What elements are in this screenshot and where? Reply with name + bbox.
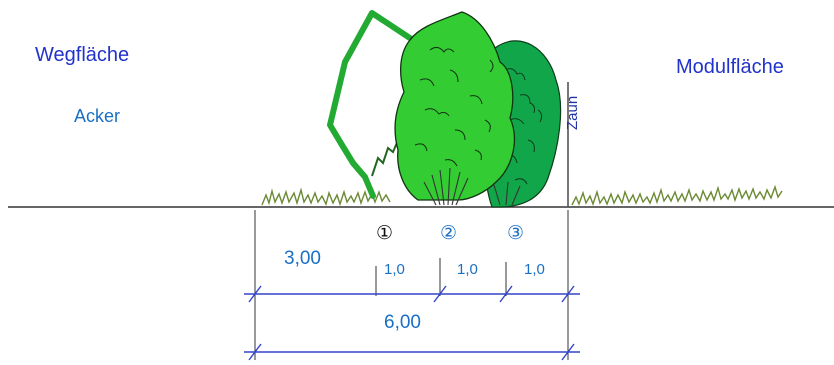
label-field: Acker	[74, 106, 121, 126]
climber-plant	[327, 10, 428, 199]
dimension-line-upper	[244, 285, 580, 303]
label-module-area: Modulfläche	[676, 56, 784, 78]
dimension-total: 6,00	[384, 312, 421, 333]
dimension-row1-width: 1,0	[384, 261, 405, 278]
grass-left	[261, 187, 391, 207]
shrub-light	[394, 11, 516, 201]
label-fence: Zaun	[564, 95, 581, 130]
row-number-3: ③	[507, 223, 525, 244]
extension-lines	[254, 210, 569, 360]
dimension-row2-width: 1,0	[457, 261, 478, 278]
shrub-light-detail	[414, 46, 494, 167]
climber-stem	[371, 137, 400, 177]
dimension-row3-width: 1,0	[524, 261, 545, 278]
shrub-stems	[423, 167, 521, 206]
label-path-area: Wegfläche	[35, 44, 130, 66]
row-number-1: ①	[376, 223, 394, 244]
dimension-left-offset: 3,00	[284, 248, 321, 269]
dimension-line-total	[244, 343, 580, 361]
grass-right	[571, 184, 783, 207]
shrub-dark-detail	[504, 68, 543, 185]
row-number-2: ②	[440, 223, 458, 244]
